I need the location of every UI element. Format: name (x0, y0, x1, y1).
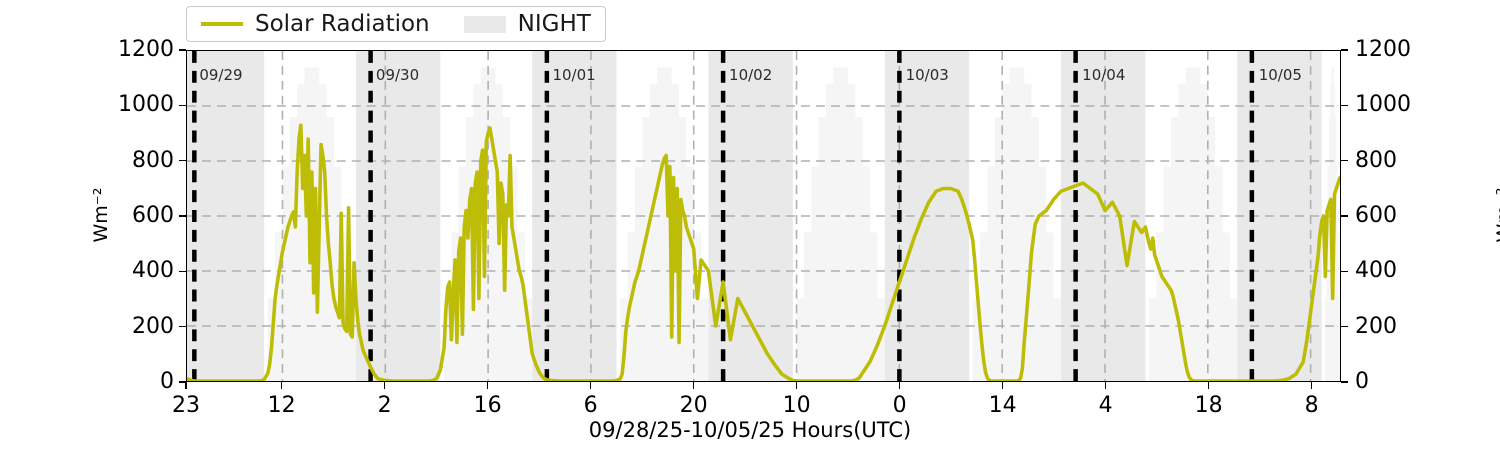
x-axis-tick-mark (795, 382, 798, 389)
x-axis-tick-mark (1104, 382, 1107, 389)
y-axis-tick-label-right: 400 (1355, 258, 1397, 284)
x-axis-tick-label: 6 (583, 393, 598, 418)
y-axis-tick-mark (1341, 49, 1348, 51)
date-annotation: 10/01 (552, 66, 596, 84)
y-axis-tick-mark (179, 215, 186, 217)
y-axis-tick-label-left: 200 (132, 313, 174, 339)
y-axis-tick-label-left: 0 (160, 369, 174, 394)
date-annotation: 10/02 (729, 66, 773, 84)
x-axis-tick-label: 10 (782, 393, 811, 418)
y-axis-tick-mark (179, 159, 186, 162)
legend-label-night: NIGHT (517, 11, 591, 37)
date-annotation: 10/04 (1082, 66, 1126, 84)
x-axis-tick-mark (383, 382, 386, 389)
y-axis-tick-mark (179, 381, 186, 383)
x-axis-tick-mark (898, 382, 901, 389)
y-axis-tick-label-left: 600 (132, 203, 174, 228)
date-annotation: 10/05 (1258, 66, 1302, 84)
x-axis-tick-mark (185, 382, 187, 389)
date-annotation: 09/30 (375, 66, 420, 84)
y-axis-tick-label-right: 600 (1355, 203, 1397, 228)
x-axis-tick-label: 16 (473, 393, 502, 418)
y-axis-tick-mark (179, 325, 186, 328)
y-axis-label-right: Wm⁻² (1493, 187, 1500, 243)
x-axis-tick-label: 2 (377, 393, 392, 418)
x-axis-tick-mark (692, 382, 695, 389)
y-axis-tick-label-right: 200 (1355, 313, 1397, 339)
gridlines-group (187, 51, 1340, 381)
y-axis-tick-label-left: 1200 (118, 37, 174, 62)
y-axis-tick-label-left: 1000 (118, 92, 174, 118)
y-axis-tick-mark (179, 270, 186, 273)
legend-patch-swatch-icon (463, 15, 506, 33)
day-boundary-lines-group (192, 51, 1255, 381)
y-axis-tick-mark (179, 104, 186, 107)
y-axis-tick-mark (1341, 381, 1348, 383)
x-axis-tick-label: 0 (892, 393, 907, 418)
x-axis-tick-mark (1001, 382, 1004, 389)
plot-canvas (187, 51, 1340, 381)
y-axis-tick-mark (1341, 325, 1348, 328)
y-axis-tick-mark (1341, 270, 1348, 273)
x-axis-tick-label: 14 (988, 393, 1017, 418)
x-axis-tick-mark (1310, 382, 1313, 389)
date-annotation: 09/29 (199, 66, 243, 84)
y-axis-tick-label-right: 1200 (1355, 37, 1411, 62)
x-axis-tick-mark (486, 382, 489, 389)
x-axis-tick-label: 23 (172, 393, 200, 418)
legend-entry-solar-radiation: Solar Radiation (201, 11, 430, 37)
legend-entry-night: NIGHT (463, 11, 591, 37)
x-axis-label: 09/28/25-10/05/25 Hours(UTC) (588, 418, 912, 442)
y-axis-tick-label-right: 800 (1355, 147, 1397, 173)
x-axis-tick-label: 12 (267, 393, 296, 418)
y-axis-tick-label-left: 400 (132, 258, 174, 284)
legend-label-solar-radiation: Solar Radiation (255, 11, 430, 37)
x-axis-tick-mark (589, 382, 592, 389)
y-axis-tick-label-left: 800 (132, 147, 174, 173)
date-annotation: 10/03 (905, 66, 949, 84)
y-axis-tick-mark (179, 49, 186, 51)
y-axis-tick-mark (1341, 104, 1348, 107)
y-axis-tick-label-right: 1000 (1355, 92, 1411, 118)
x-axis-tick-label: 18 (1194, 393, 1223, 418)
x-axis-tick-label: 4 (1098, 393, 1113, 418)
chart-legend: Solar Radiation NIGHT (186, 6, 606, 42)
clearsky-envelope-group (267, 67, 1340, 381)
y-axis-tick-mark (1341, 215, 1348, 217)
x-axis-tick-label: 8 (1304, 393, 1319, 418)
legend-line-swatch-icon (201, 22, 243, 26)
solar-radiation-series-group (187, 123, 1340, 381)
y-axis-tick-label-right: 0 (1355, 369, 1369, 394)
plot-area (186, 50, 1341, 382)
x-axis-tick-label: 20 (679, 393, 708, 418)
y-axis-tick-mark (1341, 159, 1348, 162)
x-axis-tick-mark (280, 382, 283, 389)
x-axis-tick-mark (1207, 382, 1210, 389)
